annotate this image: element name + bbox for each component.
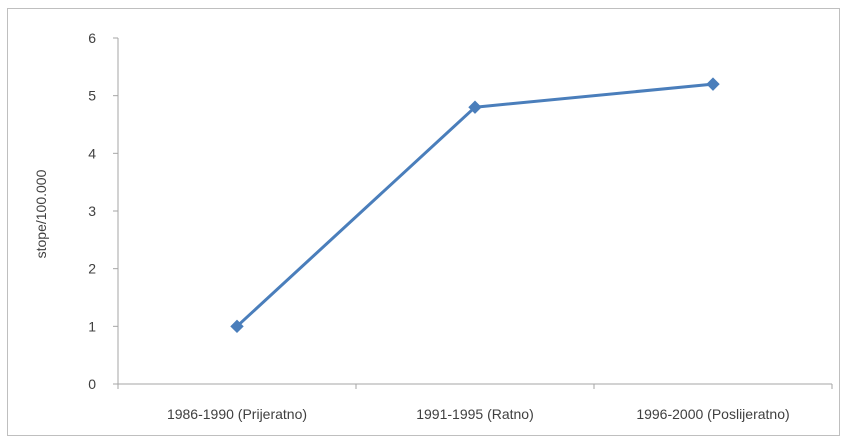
- y-tick-label: 1: [88, 318, 96, 334]
- data-point-marker: [230, 319, 244, 334]
- x-tick-label: 1996-2000 (Poslijeratno): [636, 406, 789, 422]
- data-point-marker: [706, 77, 720, 91]
- x-axis: 1986-1990 (Prijeratno) 1991-1995 (Ratno) 1…: [117, 383, 833, 422]
- y-tick-label: 6: [88, 30, 96, 46]
- y-axis-title: stope/100.000: [33, 169, 49, 258]
- y-tick-label: 2: [88, 261, 96, 277]
- chart-border: [7, 8, 840, 436]
- y-tick-label: 5: [88, 88, 96, 104]
- data-point-marker: [468, 100, 482, 114]
- x-tick-label: 1986-1990 (Prijeratno): [167, 406, 307, 422]
- x-tick-label: 1991-1995 (Ratno): [416, 406, 534, 422]
- series-layer: [230, 77, 720, 334]
- y-axis: 0 1 2 3 4 5 6: [88, 30, 119, 392]
- y-tick-label: 3: [88, 203, 96, 219]
- y-tick-label: 4: [88, 145, 96, 161]
- y-tick-label: 0: [88, 376, 96, 392]
